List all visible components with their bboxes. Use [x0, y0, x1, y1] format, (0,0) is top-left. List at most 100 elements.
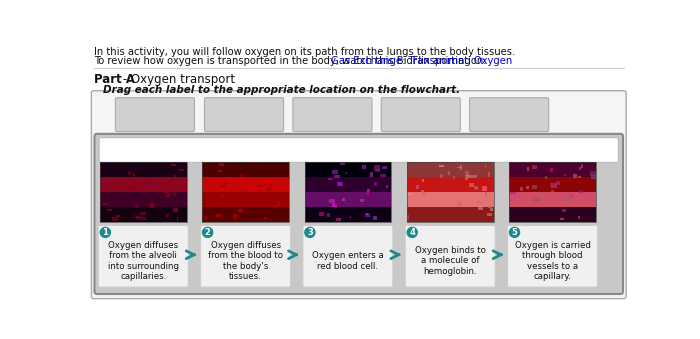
Bar: [407, 207, 494, 222]
Bar: [539, 193, 545, 197]
Bar: [153, 178, 155, 179]
Bar: [466, 177, 468, 180]
Bar: [439, 165, 444, 167]
Bar: [334, 204, 337, 207]
Bar: [128, 171, 132, 175]
Text: Part A: Part A: [94, 73, 134, 86]
Bar: [573, 174, 577, 178]
Bar: [304, 177, 391, 192]
Bar: [219, 163, 224, 166]
Bar: [304, 207, 391, 222]
Bar: [104, 203, 108, 205]
Text: Oxygen diffuses
from the alveoli
into surrounding
capillaries.: Oxygen diffuses from the alveoli into su…: [108, 241, 178, 281]
Bar: [248, 194, 251, 195]
Bar: [220, 185, 225, 187]
Bar: [473, 199, 476, 202]
Bar: [559, 195, 562, 198]
Bar: [218, 170, 222, 172]
Bar: [457, 166, 462, 168]
Bar: [407, 192, 494, 207]
Bar: [526, 186, 528, 190]
Bar: [100, 177, 187, 192]
Bar: [382, 166, 386, 169]
Bar: [440, 174, 442, 178]
Bar: [556, 181, 560, 185]
Bar: [589, 172, 596, 176]
Bar: [386, 185, 388, 187]
Bar: [509, 162, 596, 177]
Bar: [485, 192, 487, 196]
FancyBboxPatch shape: [470, 98, 549, 132]
Bar: [224, 181, 228, 184]
Bar: [490, 207, 493, 211]
Bar: [470, 183, 474, 187]
Bar: [304, 162, 391, 222]
Bar: [509, 177, 596, 192]
Bar: [509, 207, 596, 222]
Bar: [477, 200, 481, 203]
Bar: [112, 217, 118, 221]
Bar: [421, 179, 424, 182]
Bar: [516, 198, 520, 200]
Bar: [177, 217, 178, 221]
Bar: [134, 214, 135, 218]
Bar: [174, 175, 176, 177]
Bar: [116, 215, 120, 217]
Bar: [561, 209, 566, 212]
FancyBboxPatch shape: [303, 225, 393, 287]
Bar: [100, 162, 187, 177]
Text: 3: 3: [307, 228, 313, 237]
Bar: [304, 162, 391, 177]
Bar: [150, 203, 154, 208]
Bar: [520, 187, 523, 191]
Bar: [453, 177, 454, 179]
Bar: [368, 188, 370, 192]
Bar: [239, 209, 244, 212]
Bar: [373, 216, 377, 220]
FancyBboxPatch shape: [94, 134, 623, 294]
Bar: [533, 198, 538, 202]
Bar: [407, 215, 410, 220]
FancyBboxPatch shape: [201, 225, 290, 287]
Bar: [550, 183, 552, 186]
Bar: [304, 192, 391, 207]
Bar: [327, 213, 330, 217]
Text: Drag each label to the appropriate location on the flowchart.: Drag each label to the appropriate locat…: [103, 84, 460, 95]
Bar: [447, 171, 451, 175]
Bar: [344, 172, 347, 174]
Bar: [485, 165, 486, 167]
Bar: [318, 213, 324, 216]
Bar: [283, 205, 288, 207]
Text: To review how oxygen is transported in the body, watch this BioFlix animation:: To review how oxygen is transported in t…: [94, 56, 489, 66]
Bar: [334, 175, 340, 178]
Bar: [273, 205, 278, 208]
Bar: [265, 182, 271, 186]
Bar: [149, 181, 153, 186]
Bar: [178, 188, 183, 191]
Bar: [100, 162, 187, 222]
Bar: [210, 203, 214, 205]
FancyBboxPatch shape: [98, 225, 188, 287]
Bar: [581, 164, 583, 168]
Bar: [422, 192, 427, 195]
Bar: [509, 162, 596, 222]
Bar: [202, 192, 289, 207]
Bar: [551, 183, 556, 188]
Bar: [100, 207, 187, 222]
Bar: [457, 202, 462, 206]
Bar: [269, 184, 272, 188]
Bar: [262, 187, 265, 190]
Bar: [125, 186, 127, 188]
Bar: [243, 190, 248, 193]
Bar: [332, 170, 338, 174]
Bar: [482, 186, 486, 191]
Bar: [140, 212, 146, 215]
Bar: [478, 205, 484, 210]
Bar: [532, 185, 537, 189]
Bar: [407, 193, 412, 195]
Bar: [564, 174, 566, 176]
Bar: [335, 204, 337, 208]
Text: In this activity, you will follow oxygen on its path from the lungs to the body : In this activity, you will follow oxygen…: [94, 47, 515, 57]
Bar: [580, 190, 583, 193]
Bar: [179, 183, 183, 186]
